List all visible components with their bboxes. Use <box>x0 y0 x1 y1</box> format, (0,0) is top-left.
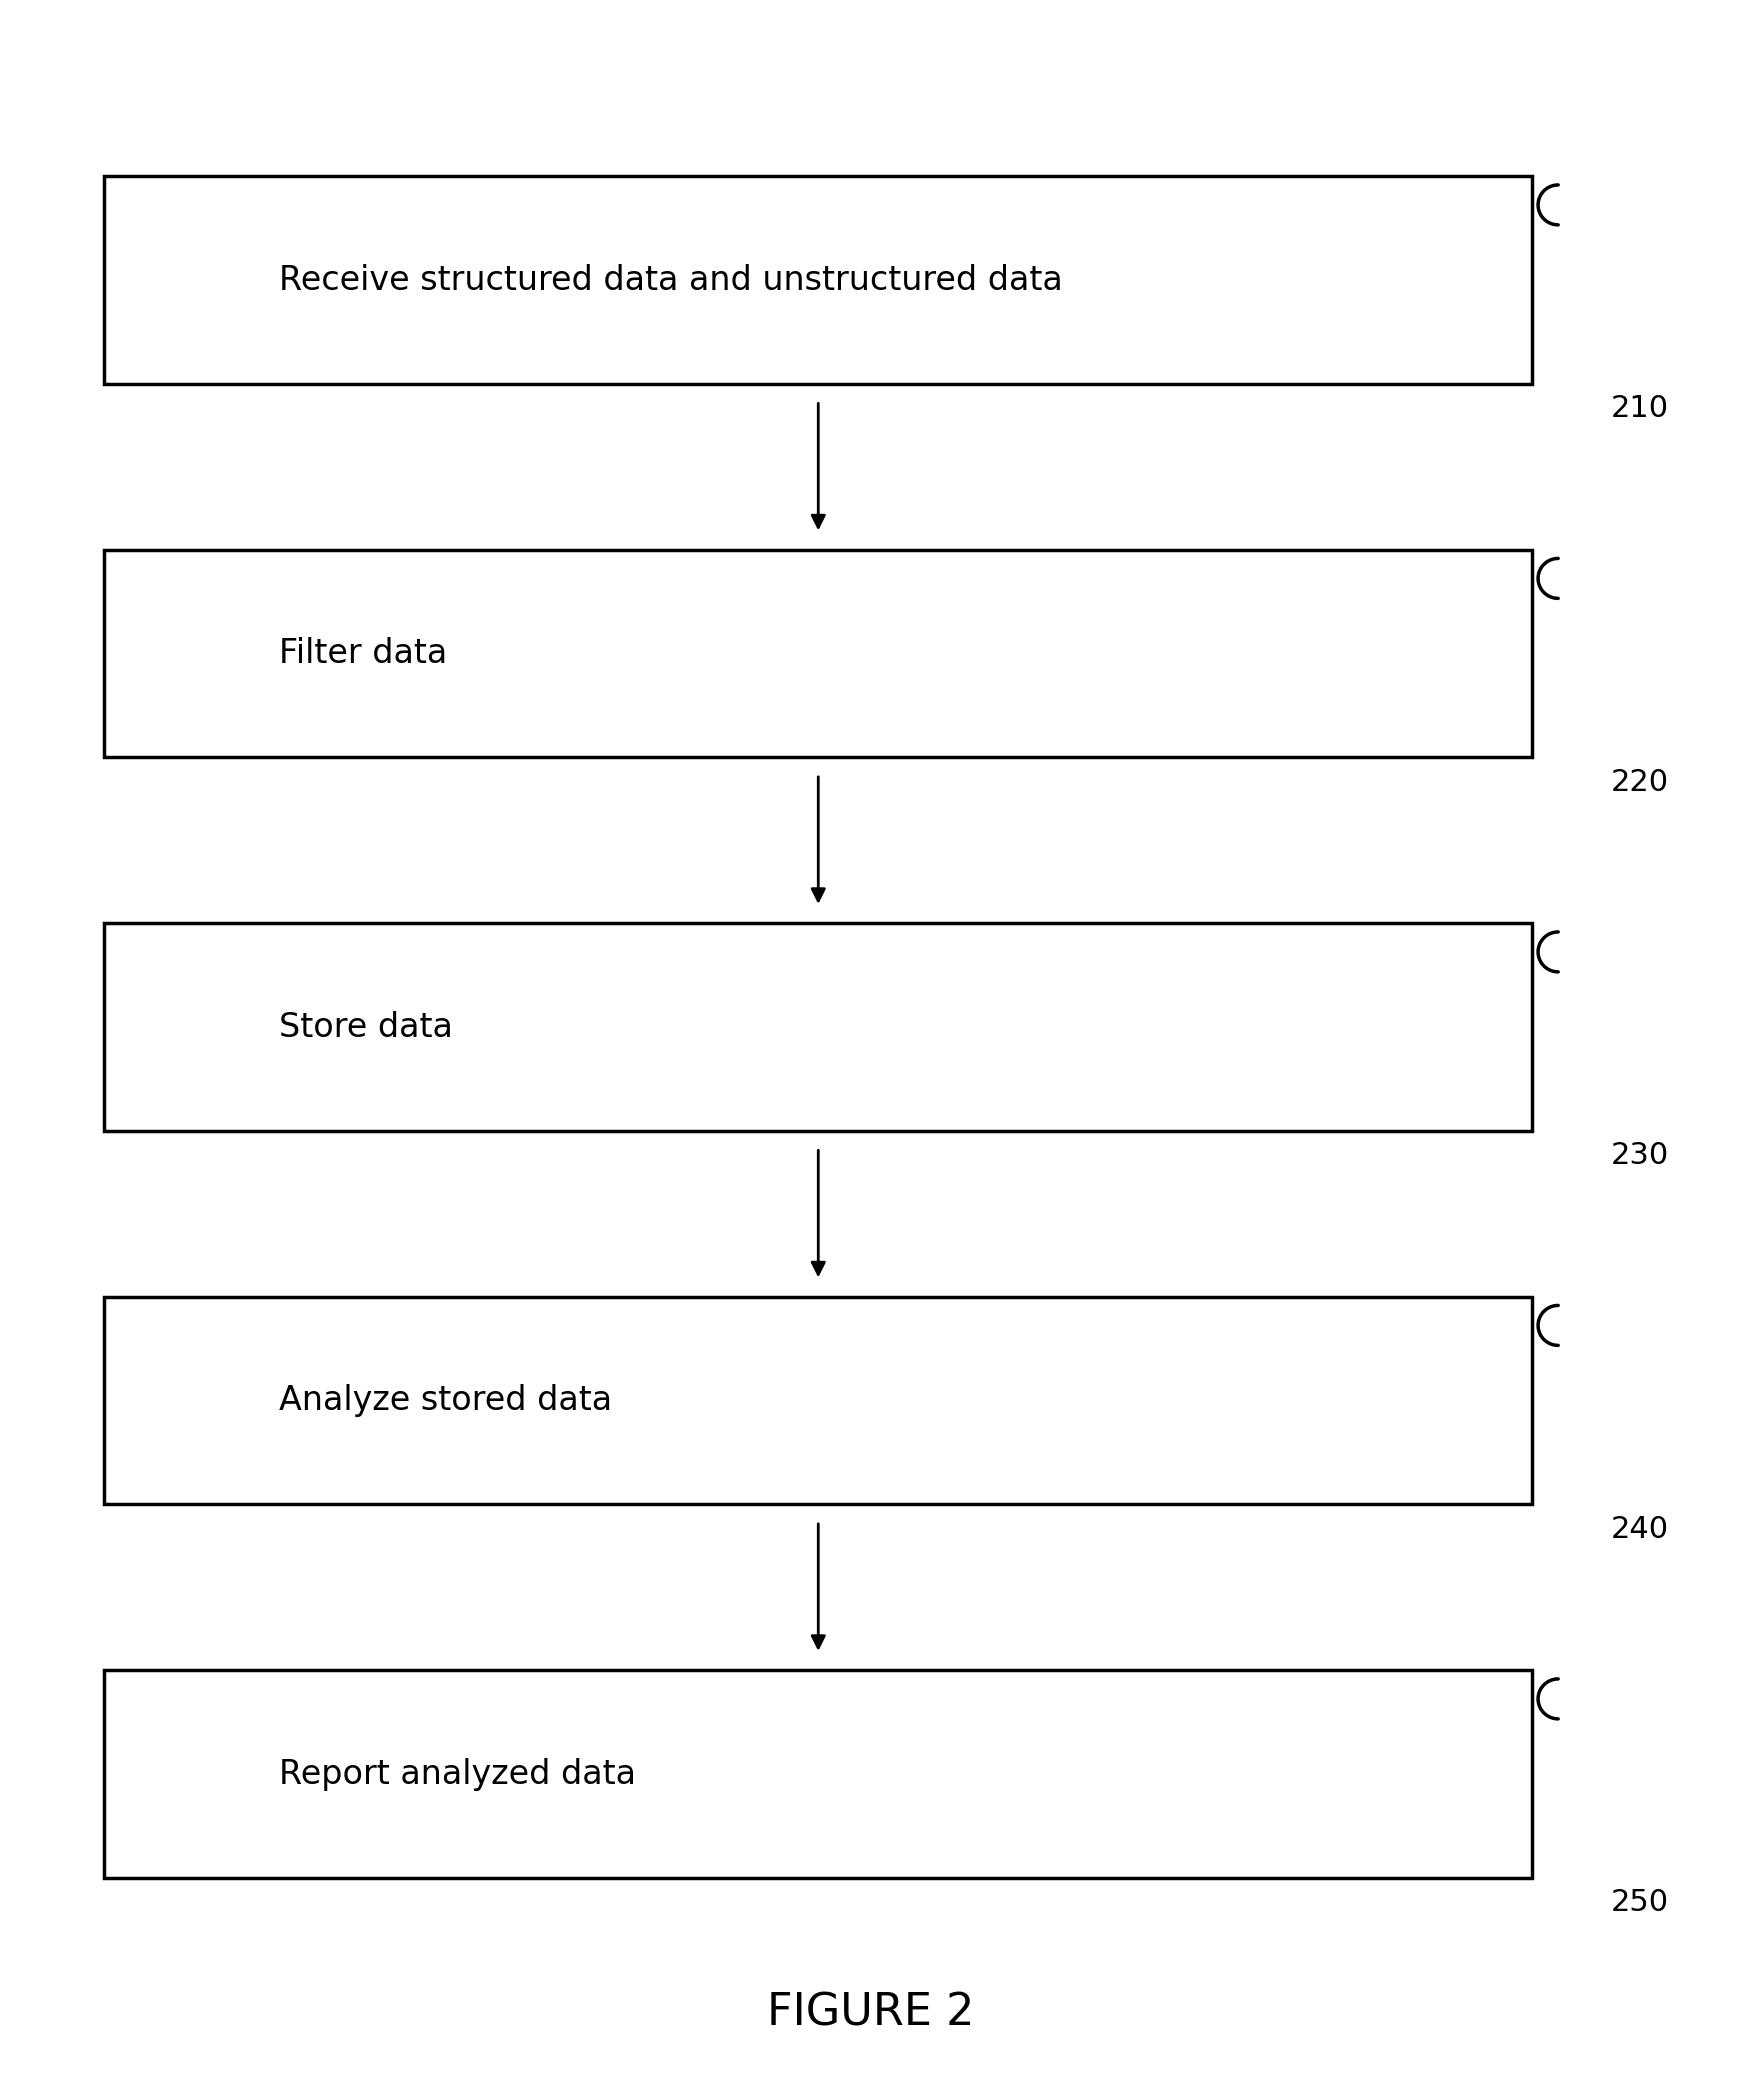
Bar <box>104 1297 1532 1504</box>
Bar <box>104 176 1532 384</box>
Text: 240: 240 <box>1610 1515 1668 1544</box>
Text: 220: 220 <box>1610 768 1668 797</box>
Text: Receive structured data and unstructured data: Receive structured data and unstructured… <box>279 264 1062 297</box>
Bar <box>104 550 1532 757</box>
Text: 250: 250 <box>1610 1888 1668 1917</box>
Text: 230: 230 <box>1610 1141 1668 1170</box>
Text: 210: 210 <box>1610 394 1668 423</box>
Text: Report analyzed data: Report analyzed data <box>279 1758 635 1791</box>
Text: Analyze stored data: Analyze stored data <box>279 1384 611 1417</box>
Bar <box>104 923 1532 1131</box>
Bar <box>104 1670 1532 1878</box>
Text: FIGURE 2: FIGURE 2 <box>766 1992 975 2034</box>
Text: Store data: Store data <box>279 1011 453 1044</box>
Text: Filter data: Filter data <box>279 637 447 670</box>
